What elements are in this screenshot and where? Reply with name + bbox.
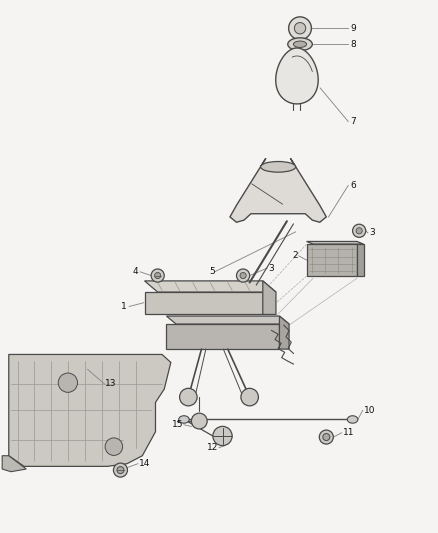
Circle shape xyxy=(241,389,258,406)
Text: 13: 13 xyxy=(105,379,117,388)
Circle shape xyxy=(240,272,246,279)
Circle shape xyxy=(323,433,330,441)
Text: 4: 4 xyxy=(133,268,138,276)
Polygon shape xyxy=(166,316,289,324)
Circle shape xyxy=(117,466,124,474)
Text: 7: 7 xyxy=(350,117,356,126)
Text: 6: 6 xyxy=(350,181,356,190)
Circle shape xyxy=(353,224,366,237)
Circle shape xyxy=(58,373,78,392)
Text: 9: 9 xyxy=(350,24,356,33)
Circle shape xyxy=(113,463,127,477)
Polygon shape xyxy=(145,281,276,292)
Circle shape xyxy=(356,228,362,234)
Polygon shape xyxy=(279,316,289,349)
Text: 12: 12 xyxy=(207,443,218,452)
Text: 3: 3 xyxy=(369,229,374,237)
Circle shape xyxy=(294,22,306,34)
Ellipse shape xyxy=(288,38,312,51)
Ellipse shape xyxy=(179,416,189,423)
Text: 1: 1 xyxy=(121,302,127,311)
Polygon shape xyxy=(307,244,357,276)
Circle shape xyxy=(319,430,333,444)
Circle shape xyxy=(180,389,197,406)
Circle shape xyxy=(289,17,311,39)
Polygon shape xyxy=(276,48,318,104)
Polygon shape xyxy=(230,158,326,222)
Polygon shape xyxy=(263,281,276,314)
Ellipse shape xyxy=(261,161,296,172)
Circle shape xyxy=(237,269,250,282)
Circle shape xyxy=(105,438,123,455)
Text: 2: 2 xyxy=(292,252,298,260)
Polygon shape xyxy=(307,241,364,244)
Circle shape xyxy=(191,413,207,429)
Circle shape xyxy=(213,426,232,446)
Polygon shape xyxy=(145,292,263,314)
Circle shape xyxy=(155,272,161,279)
Polygon shape xyxy=(2,456,26,472)
Text: 3: 3 xyxy=(268,264,274,272)
Circle shape xyxy=(151,269,164,282)
Text: 11: 11 xyxy=(343,429,354,437)
Polygon shape xyxy=(9,354,171,466)
Text: 5: 5 xyxy=(210,268,215,276)
Text: 10: 10 xyxy=(364,406,375,415)
Ellipse shape xyxy=(293,41,307,47)
Polygon shape xyxy=(166,324,279,349)
Text: 14: 14 xyxy=(139,459,151,468)
Polygon shape xyxy=(357,244,364,276)
Ellipse shape xyxy=(347,416,358,423)
Text: 15: 15 xyxy=(172,421,183,429)
Text: 8: 8 xyxy=(350,40,356,49)
